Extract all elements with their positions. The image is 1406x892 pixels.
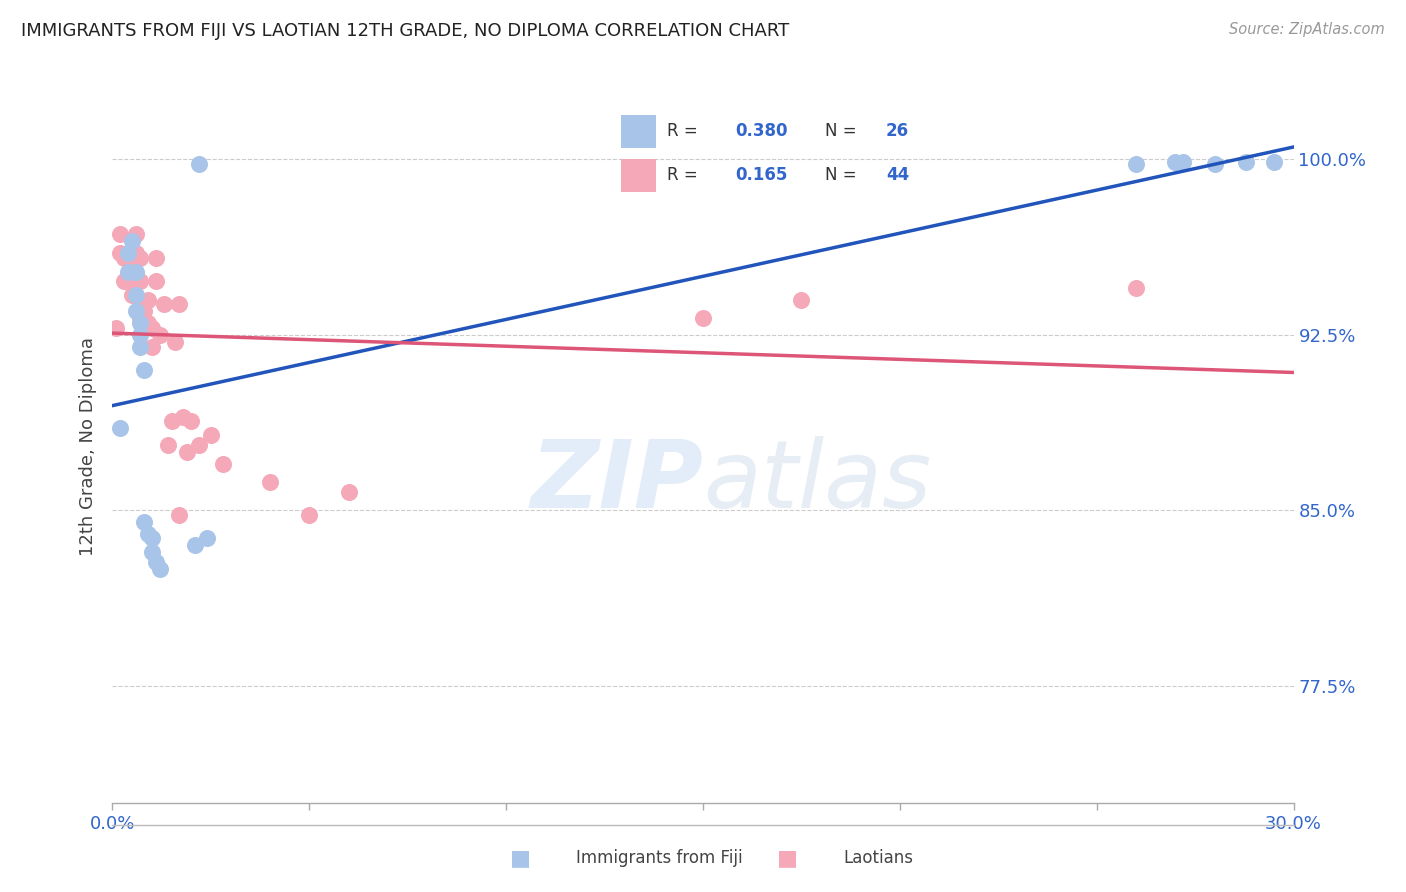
Text: 0.380: 0.380 — [735, 122, 787, 140]
Point — [125, 269, 148, 284]
Point — [1125, 157, 1147, 171]
Point — [1204, 157, 1226, 171]
Point — [132, 304, 155, 318]
Point — [160, 414, 183, 428]
Point — [145, 251, 167, 265]
Text: 26: 26 — [886, 122, 910, 140]
Point — [136, 526, 159, 541]
Text: ZIP: ZIP — [530, 435, 703, 528]
Point — [211, 457, 233, 471]
Point — [121, 288, 143, 302]
Point — [132, 321, 155, 335]
Point — [112, 274, 135, 288]
Point — [200, 428, 222, 442]
Text: 0.165: 0.165 — [735, 167, 787, 185]
Point — [132, 515, 155, 529]
Point — [692, 311, 714, 326]
Point — [1234, 154, 1257, 169]
Point — [145, 274, 167, 288]
Point — [165, 334, 187, 349]
Point — [141, 340, 163, 354]
Point — [136, 316, 159, 330]
Bar — [620, 114, 657, 148]
Point — [125, 246, 148, 260]
Point — [180, 414, 202, 428]
Point — [117, 274, 139, 288]
Text: ■: ■ — [510, 848, 530, 868]
Point — [112, 251, 135, 265]
Point — [110, 421, 132, 435]
Point — [110, 246, 132, 260]
Text: R =: R = — [668, 122, 703, 140]
Point — [152, 297, 174, 311]
Point — [1263, 154, 1285, 169]
Point — [129, 340, 152, 354]
Point — [188, 438, 211, 452]
Point — [176, 445, 198, 459]
Point — [129, 316, 152, 330]
Point — [136, 293, 159, 307]
Point — [121, 234, 143, 248]
Point — [195, 532, 218, 546]
Text: 44: 44 — [886, 167, 910, 185]
Point — [117, 251, 139, 265]
Point — [156, 438, 179, 452]
Point — [129, 311, 152, 326]
Text: atlas: atlas — [703, 436, 931, 527]
Bar — [620, 159, 657, 193]
Point — [141, 321, 163, 335]
Point — [149, 327, 172, 342]
Point — [125, 304, 148, 318]
Y-axis label: 12th Grade, No Diploma: 12th Grade, No Diploma — [79, 336, 97, 556]
Text: R =: R = — [668, 167, 703, 185]
Point — [169, 508, 191, 522]
Point — [141, 532, 163, 546]
Text: IMMIGRANTS FROM FIJI VS LAOTIAN 12TH GRADE, NO DIPLOMA CORRELATION CHART: IMMIGRANTS FROM FIJI VS LAOTIAN 12TH GRA… — [21, 22, 789, 40]
Point — [125, 288, 148, 302]
Point — [141, 545, 163, 559]
Point — [129, 293, 152, 307]
Point — [129, 274, 152, 288]
Point — [145, 555, 167, 569]
Point — [121, 265, 143, 279]
Text: N =: N = — [825, 122, 862, 140]
Point — [259, 475, 281, 490]
Point — [125, 265, 148, 279]
Point — [298, 508, 321, 522]
Point — [188, 157, 211, 171]
Text: Source: ZipAtlas.com: Source: ZipAtlas.com — [1229, 22, 1385, 37]
Text: N =: N = — [825, 167, 862, 185]
Point — [132, 363, 155, 377]
Point — [121, 246, 143, 260]
Point — [337, 484, 360, 499]
Point — [1173, 154, 1195, 169]
Text: Laotians: Laotians — [844, 849, 914, 867]
Point — [1125, 281, 1147, 295]
Point — [169, 297, 191, 311]
Point — [125, 227, 148, 242]
Point — [117, 246, 139, 260]
Point — [110, 227, 132, 242]
Point — [129, 251, 152, 265]
Point — [129, 327, 152, 342]
Point — [105, 321, 128, 335]
Text: ■: ■ — [778, 848, 797, 868]
Point — [790, 293, 813, 307]
Point — [172, 409, 194, 424]
Point — [117, 265, 139, 279]
Text: Immigrants from Fiji: Immigrants from Fiji — [576, 849, 744, 867]
Point — [149, 562, 172, 576]
Point — [1164, 154, 1187, 169]
Point — [184, 538, 207, 552]
